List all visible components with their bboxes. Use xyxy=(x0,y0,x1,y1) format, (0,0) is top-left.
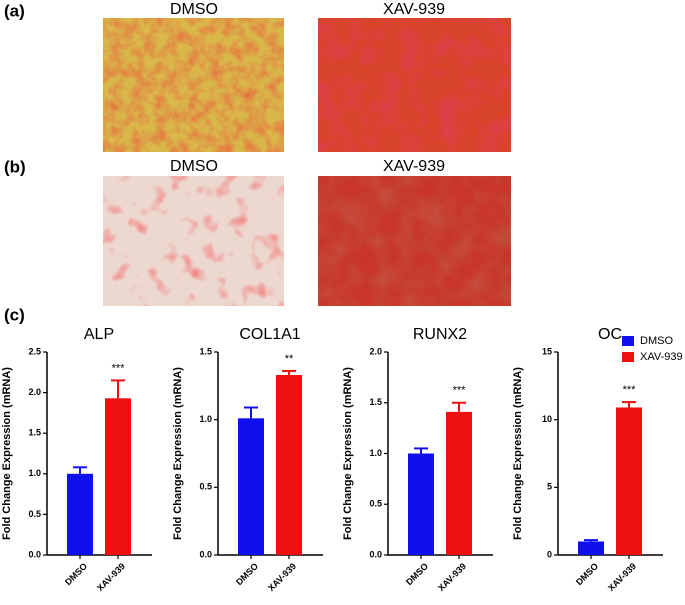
y-axis-label: Fold Change Expression (mRNA) xyxy=(172,367,184,540)
image-label: DMSO xyxy=(170,1,218,18)
x-tick-label: XAV-939 xyxy=(606,561,638,593)
significance: ** xyxy=(285,353,294,365)
bar xyxy=(578,541,604,555)
x-tick-label: DMSO xyxy=(234,561,260,587)
y-tick-label: 1.0 xyxy=(28,468,41,478)
bar xyxy=(616,407,642,555)
micrograph xyxy=(103,176,284,306)
significance: *** xyxy=(453,385,467,397)
y-tick-label: 0.5 xyxy=(199,482,212,492)
micrograph xyxy=(318,18,511,152)
y-tick-label: 1.5 xyxy=(28,428,41,438)
panel-label: (c) xyxy=(4,305,25,324)
y-tick-label: 2.5 xyxy=(28,346,41,356)
chart-title: COL1A1 xyxy=(239,326,300,343)
y-tick-label: 15 xyxy=(542,346,552,356)
legend-label: XAV-939 xyxy=(640,351,683,363)
y-tick-label: 5 xyxy=(547,482,552,492)
bar xyxy=(67,473,93,555)
micrograph xyxy=(318,176,511,306)
y-tick-label: 0.5 xyxy=(28,509,41,519)
y-tick-label: 0 xyxy=(547,549,552,559)
y-axis-label: Fold Change Expression (mRNA) xyxy=(342,367,354,540)
legend-swatch xyxy=(622,336,634,346)
y-axis-label: Fold Change Expression (mRNA) xyxy=(1,367,13,540)
y-tick-label: 1.0 xyxy=(199,414,212,424)
x-tick-label: XAV-939 xyxy=(436,561,468,593)
y-tick-label: 0.0 xyxy=(28,549,41,559)
x-tick-label: XAV-939 xyxy=(266,561,298,593)
significance: *** xyxy=(112,362,126,374)
x-tick-label: DMSO xyxy=(63,561,89,587)
y-tick-label: 2.0 xyxy=(28,387,41,397)
bar xyxy=(276,375,302,555)
y-tick-label: 1.5 xyxy=(369,397,382,407)
panel-label: (b) xyxy=(4,157,26,176)
y-axis-label: Fold Change Expression (mRNA) xyxy=(512,367,524,540)
y-tick-label: 0.0 xyxy=(369,549,382,559)
chart-title: ALP xyxy=(84,326,114,343)
chart-title: OC xyxy=(598,326,622,343)
micrograph xyxy=(103,18,284,152)
y-tick-label: 10 xyxy=(542,414,552,424)
panel-label: (a) xyxy=(4,1,25,20)
chart-title: RUNX2 xyxy=(413,326,467,343)
y-tick-label: 0.0 xyxy=(199,549,212,559)
x-tick-label: XAV-939 xyxy=(95,561,127,593)
legend-swatch xyxy=(622,352,634,362)
bar xyxy=(238,418,264,555)
image-label: XAV-939 xyxy=(383,1,445,18)
y-tick-label: 0.5 xyxy=(369,499,382,509)
significance: *** xyxy=(623,384,637,396)
image-label: DMSO xyxy=(170,158,218,175)
y-tick-label: 2.0 xyxy=(369,346,382,356)
x-tick-label: DMSO xyxy=(404,561,430,587)
image-label: XAV-939 xyxy=(383,158,445,175)
legend-label: DMSO xyxy=(640,335,673,347)
bar xyxy=(408,453,434,555)
bar xyxy=(105,398,131,555)
y-tick-label: 1.5 xyxy=(199,346,212,356)
y-tick-label: 1.0 xyxy=(369,448,382,458)
x-tick-label: DMSO xyxy=(574,561,600,587)
bar xyxy=(446,411,472,555)
